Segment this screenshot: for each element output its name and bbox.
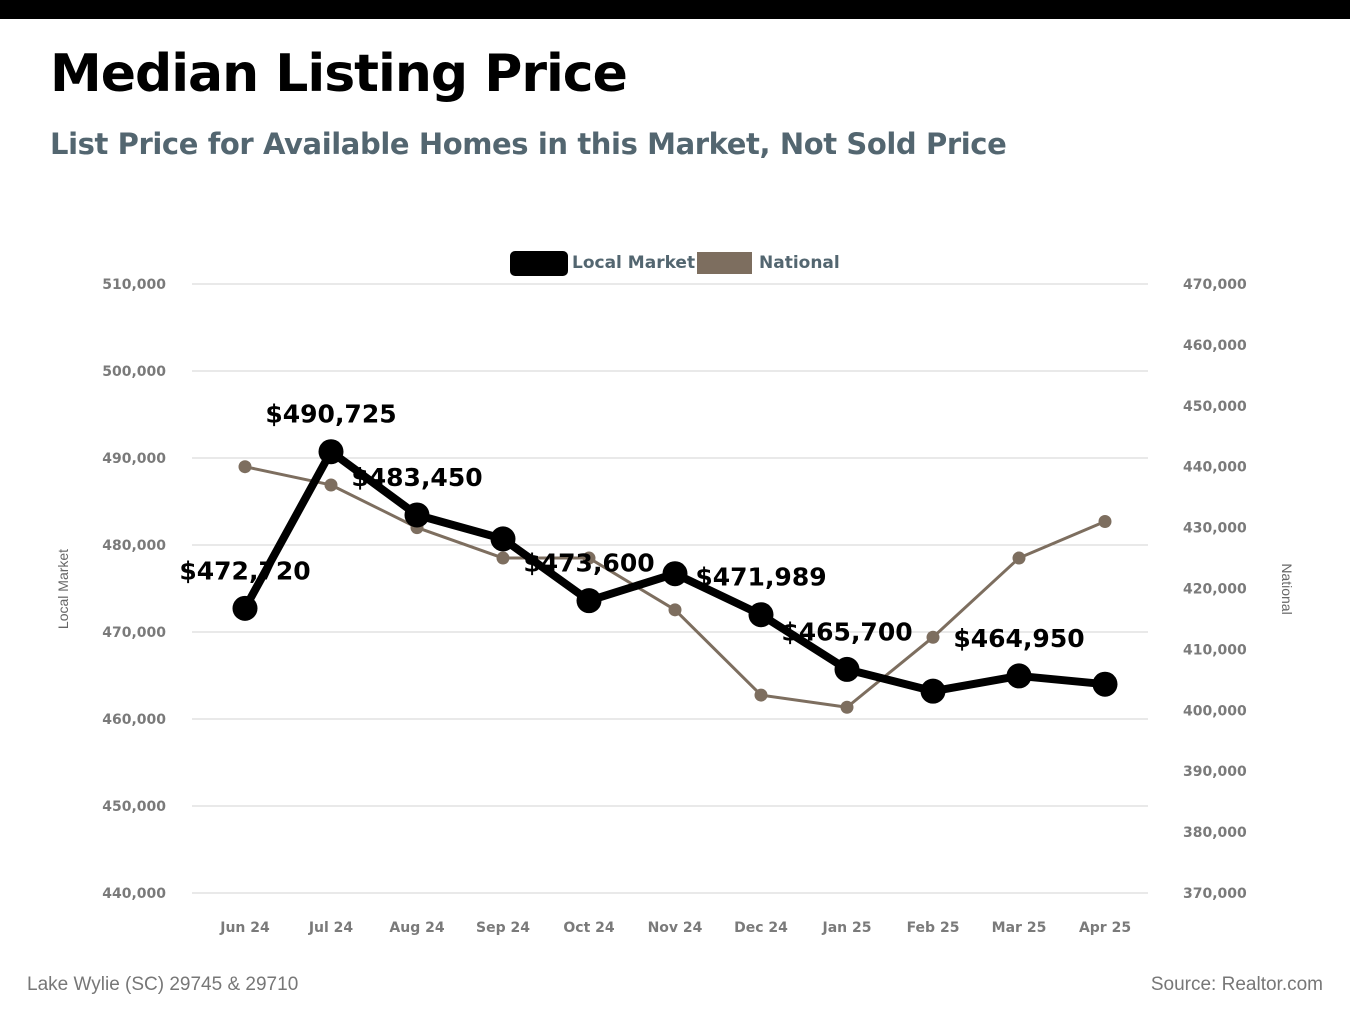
left-tick-label: 450,000 xyxy=(102,799,166,815)
local-market-point xyxy=(318,439,344,465)
legend-label-local: Local Market xyxy=(572,253,695,273)
legend: Local Market National xyxy=(510,251,840,276)
data-label: $473,600 xyxy=(523,549,654,578)
local-market-point xyxy=(232,595,258,621)
local-market-point xyxy=(1092,671,1118,697)
right-tick-label: 370,000 xyxy=(1183,886,1247,902)
national-point xyxy=(582,551,596,565)
right-tick-label: 470,000 xyxy=(1183,277,1247,293)
data-labels: $472,720 $490,725 $483,450 $473,600 $471,989… xyxy=(179,400,1084,653)
gridlines xyxy=(192,283,1148,894)
top-bar xyxy=(0,0,1350,19)
local-market-point xyxy=(748,602,774,628)
left-axis-label: Local Market xyxy=(55,549,71,629)
x-tick-label: Dec 24 xyxy=(734,920,788,936)
left-tick-label: 440,000 xyxy=(102,886,166,902)
x-tick-label: Jan 25 xyxy=(822,920,872,936)
right-tick-label: 450,000 xyxy=(1183,399,1247,415)
legend-swatch-local xyxy=(510,251,568,276)
right-tick-label: 410,000 xyxy=(1183,642,1247,658)
right-tick-label: 440,000 xyxy=(1183,460,1247,476)
local-market-point xyxy=(662,561,688,587)
x-tick-label: Mar 25 xyxy=(992,920,1047,936)
x-tick-label: Aug 24 xyxy=(389,920,444,936)
local-market-point xyxy=(490,526,516,552)
national-point xyxy=(840,700,854,714)
left-axis-ticks: 440,000 450,000 460,000 470,000 480,000 490,0… xyxy=(102,277,166,902)
local-market-point xyxy=(920,678,946,704)
series-national xyxy=(238,460,1112,714)
national-line xyxy=(244,465,1106,709)
national-point xyxy=(496,551,510,565)
right-tick-label: 380,000 xyxy=(1183,825,1247,841)
data-label: $465,700 xyxy=(781,617,912,646)
national-point xyxy=(754,688,768,702)
local-market-point xyxy=(834,656,860,682)
right-tick-label: 460,000 xyxy=(1183,338,1247,354)
national-point xyxy=(324,478,338,492)
left-tick-label: 510,000 xyxy=(102,277,166,293)
x-axis-ticks: Jun 24 Jul 24 Aug 24 Sep 24 Oct 24 Nov 24 Dec … xyxy=(219,920,1131,936)
x-tick-label: Nov 24 xyxy=(648,920,703,936)
data-label: $483,450 xyxy=(351,463,482,492)
footer-location: Lake Wylie (SC) 29745 & 29710 xyxy=(27,974,299,995)
x-tick-label: Jun 24 xyxy=(219,920,270,936)
left-tick-label: 470,000 xyxy=(102,625,166,641)
right-tick-label: 420,000 xyxy=(1183,582,1247,598)
x-tick-label: Oct 24 xyxy=(563,920,615,936)
chart-title: Median Listing Price xyxy=(50,44,628,104)
x-tick-label: Sep 24 xyxy=(476,920,530,936)
local-market-point xyxy=(404,502,430,528)
left-tick-label: 480,000 xyxy=(102,538,166,554)
footer-source: Source: Realtor.com xyxy=(1150,974,1323,995)
right-tick-label: 390,000 xyxy=(1183,764,1247,780)
x-tick-label: Apr 25 xyxy=(1079,920,1131,936)
national-point xyxy=(668,603,682,617)
data-label: $464,950 xyxy=(953,624,1084,653)
left-tick-label: 460,000 xyxy=(102,712,166,728)
chart-subtitle: List Price for Available Homes in this M… xyxy=(50,127,1007,161)
left-tick-label: 500,000 xyxy=(102,364,166,380)
national-point xyxy=(1098,515,1112,529)
national-point xyxy=(1012,551,1026,565)
right-tick-label: 430,000 xyxy=(1183,521,1247,537)
right-tick-label: 400,000 xyxy=(1183,703,1247,719)
national-point xyxy=(238,460,252,474)
national-point xyxy=(926,630,940,644)
x-tick-label: Jul 24 xyxy=(308,920,354,936)
data-label: $471,989 xyxy=(695,563,826,592)
series-local-market xyxy=(232,439,1118,704)
local-market-point xyxy=(1006,663,1032,689)
legend-swatch-national xyxy=(697,252,752,274)
right-axis-label: National xyxy=(1279,563,1295,614)
legend-label-national: National xyxy=(759,253,840,273)
right-axis-ticks: 370,000 380,000 390,000 400,000 410,000 420,0… xyxy=(1183,277,1247,902)
left-tick-label: 490,000 xyxy=(102,451,166,467)
data-label: $490,725 xyxy=(265,400,396,429)
local-market-point xyxy=(576,588,602,614)
data-label: $472,720 xyxy=(179,556,310,585)
x-tick-label: Feb 25 xyxy=(907,920,960,936)
